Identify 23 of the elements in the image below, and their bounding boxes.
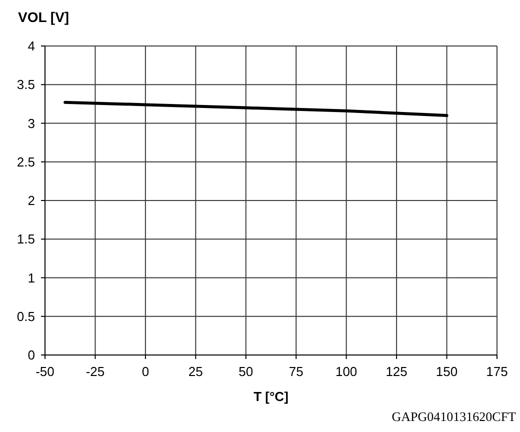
x-tick-label: -50 xyxy=(36,364,54,380)
x-tick-label: 175 xyxy=(486,364,508,380)
y-tick-label: 2 xyxy=(28,193,35,208)
x-tick-label: 125 xyxy=(386,364,408,380)
y-axis-title: VOL [V] xyxy=(18,9,70,25)
y-tick-label: 1 xyxy=(28,270,35,286)
x-tick-label: 0 xyxy=(142,364,150,380)
y-tick-label: 3 xyxy=(28,116,35,131)
y-tick-label: 3.5 xyxy=(16,77,35,92)
y-tick-label: 0.5 xyxy=(16,308,35,324)
line-series xyxy=(64,100,448,118)
y-tick-label: 2.5 xyxy=(16,154,35,170)
x-tick-label: 150 xyxy=(436,364,458,380)
x-tick-label: 25 xyxy=(188,364,203,380)
x-axis-title: T [°C] xyxy=(254,389,288,404)
x-tick-label: -25 xyxy=(86,364,105,380)
y-tick-label: 0 xyxy=(28,348,35,363)
y-tick-label: 1.5 xyxy=(16,232,35,247)
y-tick-label: 4 xyxy=(28,38,35,54)
x-tick-label: 50 xyxy=(238,364,254,380)
text: GAPG0410131620CFT xyxy=(392,409,516,425)
x-tick-label: 100 xyxy=(335,364,358,380)
x-tick-label: 75 xyxy=(288,364,304,380)
